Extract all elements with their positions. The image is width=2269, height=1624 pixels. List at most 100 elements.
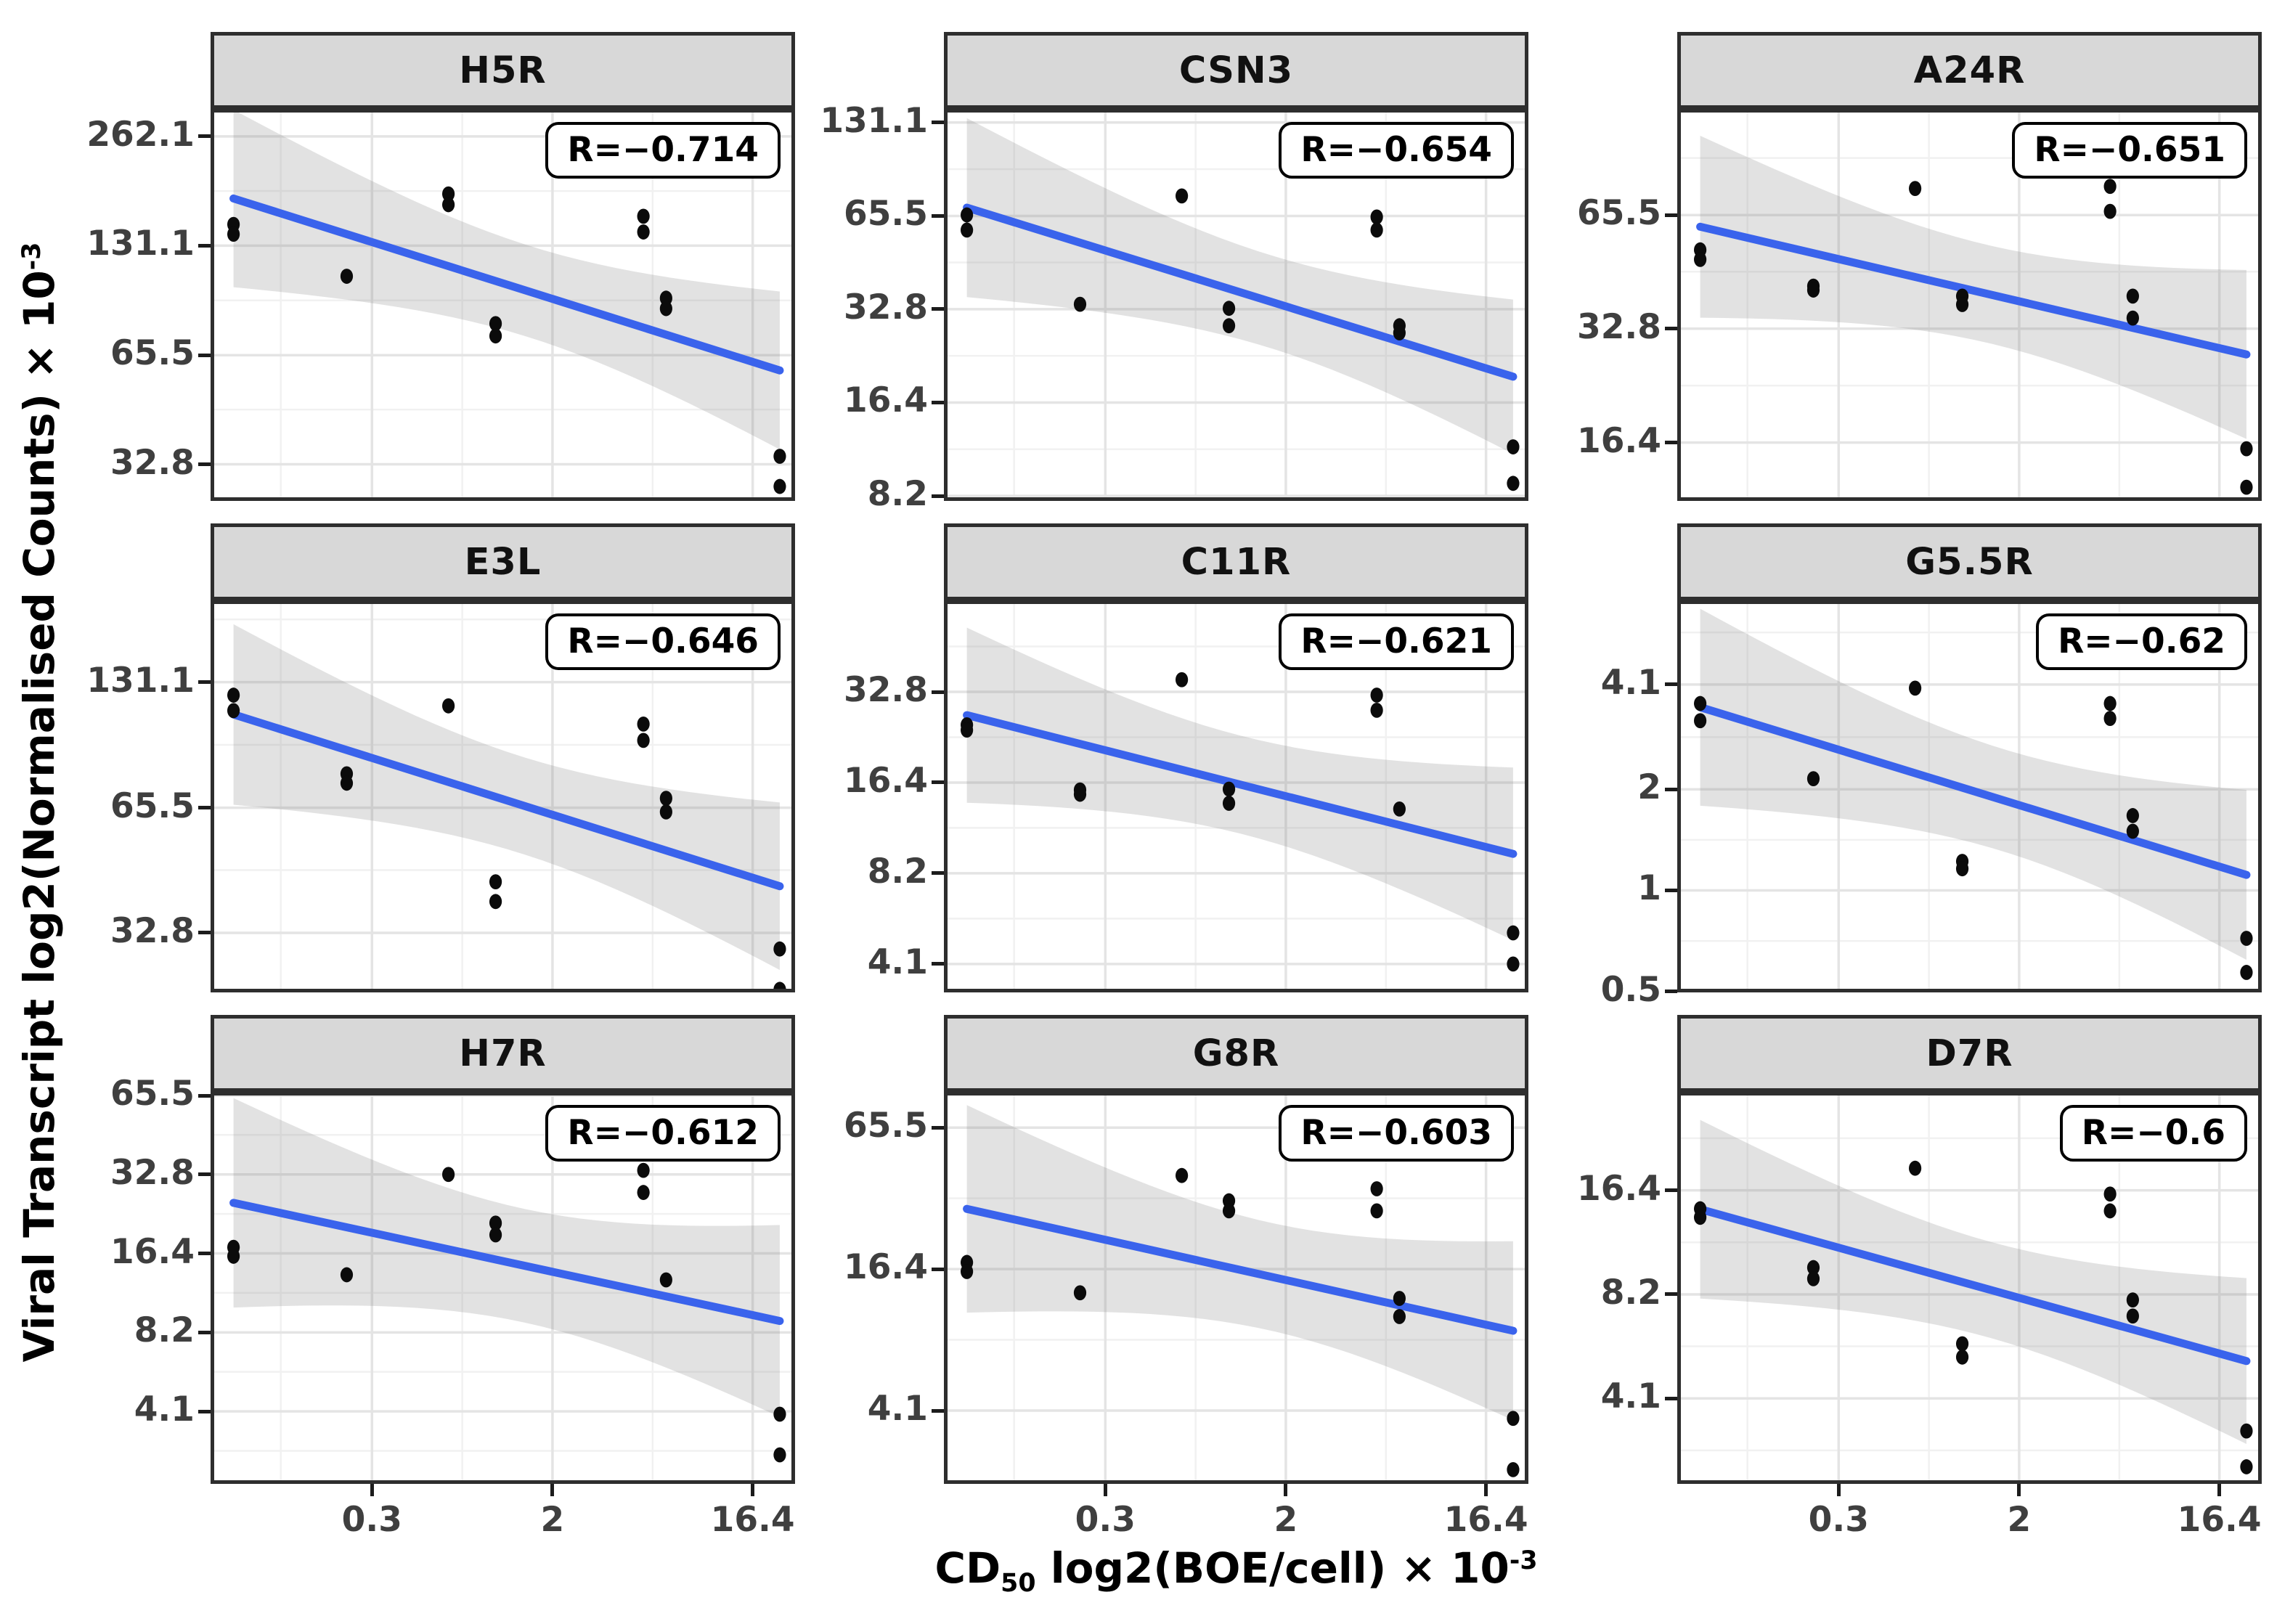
y-tick-label: 4.1	[1600, 662, 1661, 703]
facet-title: G8R	[1192, 1032, 1280, 1075]
panel-canvas-5	[1677, 600, 2262, 992]
x-tick-mark	[550, 1484, 555, 1496]
facet-plot-6: R=−0.612	[211, 1092, 795, 1484]
x-tick-mark	[1103, 1484, 1107, 1496]
facet-title: D7R	[1926, 1032, 2013, 1075]
x-tick-label: 16.4	[1443, 1500, 1528, 1540]
x-tick-label: 2	[540, 1500, 565, 1540]
x-axis-title-mid: log2(BOE/cell) × 10	[1035, 1543, 1510, 1593]
y-tick-label: 8.2	[867, 474, 928, 515]
y-tick-mark	[198, 931, 211, 935]
facet-title: G5.5R	[1905, 540, 2034, 584]
x-axis-title-subscript: 50	[1001, 1569, 1036, 1599]
facet-plot-7: R=−0.603	[944, 1092, 1528, 1484]
x-axis-title-prefix: CD	[934, 1543, 1001, 1593]
y-tick-mark	[198, 680, 211, 685]
y-tick-label: 65.5	[844, 1106, 928, 1146]
y-tick-mark	[932, 1267, 944, 1271]
x-tick-label: 0.3	[341, 1500, 402, 1540]
panel-canvas-0	[211, 109, 795, 501]
y-tick-mark	[1665, 327, 1677, 331]
correlation-badge-3: R=−0.646	[545, 613, 781, 671]
facet-plot-5: R=−0.62	[1677, 600, 2262, 992]
y-tick-label: 65.5	[110, 333, 195, 374]
correlation-badge-2: R=−0.651	[2012, 122, 2247, 179]
y-tick-label: 262.1	[86, 114, 195, 155]
y-tick-label: 16.4	[844, 760, 928, 801]
facet-plot-8: R=−0.6	[1677, 1092, 2262, 1484]
facet-plot-4: R=−0.621	[944, 600, 1528, 992]
y-tick-label: 131.1	[86, 660, 195, 701]
y-tick-mark	[1665, 441, 1677, 445]
x-tick-label: 2	[1274, 1500, 1298, 1540]
correlation-badge-7: R=−0.603	[1279, 1105, 1514, 1162]
facet-plot-2: R=−0.651	[1677, 109, 2262, 501]
y-tick-label: 8.2	[134, 1310, 195, 1351]
y-tick-label: 4.1	[1600, 1376, 1661, 1417]
y-tick-label: 32.8	[844, 670, 928, 711]
x-tick-label: 16.4	[2177, 1500, 2262, 1540]
y-tick-mark	[932, 494, 944, 498]
x-tick-label: 16.4	[710, 1500, 795, 1540]
facet-strip-8: D7R	[1677, 1015, 2262, 1092]
y-tick-label: 2	[1637, 767, 1661, 808]
y-tick-label: 16.4	[1577, 420, 1661, 461]
facet-strip-0: H5R	[211, 32, 795, 109]
facet-plot-3: R=−0.646	[211, 600, 795, 992]
x-axis-title-superscript: -3	[1509, 1546, 1538, 1575]
y-tick-mark	[1665, 990, 1677, 994]
y-tick-mark	[198, 1330, 211, 1334]
y-tick-label: 65.5	[110, 786, 195, 826]
panel-canvas-3	[211, 600, 795, 992]
y-tick-mark	[932, 780, 944, 785]
y-tick-label: 65.5	[1577, 193, 1661, 234]
correlation-badge-4: R=−0.621	[1279, 613, 1514, 671]
facet-plot-1: R=−0.654	[944, 109, 1528, 501]
y-tick-mark	[932, 1125, 944, 1130]
correlation-badge-6: R=−0.612	[545, 1105, 781, 1162]
x-tick-mark	[2017, 1484, 2021, 1496]
x-tick-label: 0.3	[1808, 1500, 1869, 1540]
x-tick-mark	[1836, 1484, 1841, 1496]
correlation-badge-8: R=−0.6	[2059, 1105, 2247, 1162]
facet-strip-1: CSN3	[944, 32, 1528, 109]
facet-strip-3: E3L	[211, 523, 795, 600]
x-tick-mark	[751, 1484, 755, 1496]
panel-canvas-4	[944, 600, 1528, 992]
x-tick-mark	[370, 1484, 374, 1496]
y-tick-label: 32.8	[110, 1152, 195, 1193]
y-tick-label: 1	[1637, 868, 1661, 909]
x-tick-mark	[1284, 1484, 1288, 1496]
y-tick-mark	[932, 962, 944, 966]
y-tick-mark	[1665, 213, 1677, 217]
y-tick-label: 4.1	[134, 1390, 195, 1430]
y-tick-label: 131.1	[820, 100, 928, 141]
y-tick-label: 65.5	[844, 194, 928, 234]
y-tick-mark	[198, 1252, 211, 1256]
facet-title: CSN3	[1178, 49, 1294, 92]
y-tick-mark	[932, 871, 944, 876]
x-tick-mark	[2217, 1484, 2222, 1496]
y-tick-mark	[932, 121, 944, 125]
facet-strip-6: H7R	[211, 1015, 795, 1092]
facet-strip-2: A24R	[1677, 32, 2262, 109]
y-tick-label: 131.1	[86, 224, 195, 264]
facet-title: E3L	[464, 540, 542, 584]
y-tick-mark	[198, 1409, 211, 1413]
x-tick-mark	[1484, 1484, 1488, 1496]
y-tick-mark	[198, 462, 211, 466]
facet-strip-7: G8R	[944, 1015, 1528, 1092]
panel-canvas-8	[1677, 1092, 2262, 1484]
correlation-badge-5: R=−0.62	[2036, 613, 2247, 671]
x-axis-title: CD50 log2(BOE/cell) × 10-3	[211, 1543, 2262, 1598]
y-tick-mark	[1665, 1396, 1677, 1400]
y-tick-mark	[198, 353, 211, 357]
y-tick-label: 0.5	[1600, 969, 1661, 1010]
facet-plot-0: R=−0.714	[211, 109, 795, 501]
correlation-badge-1: R=−0.654	[1279, 122, 1514, 179]
y-tick-label: 32.8	[110, 910, 195, 951]
y-tick-label: 4.1	[867, 1389, 928, 1429]
facet-title: H5R	[459, 49, 547, 92]
y-tick-label: 16.4	[844, 1247, 928, 1288]
